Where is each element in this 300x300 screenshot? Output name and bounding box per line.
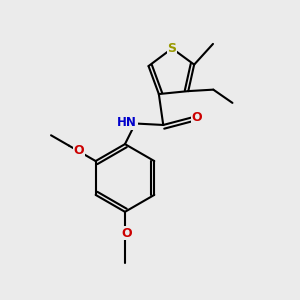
Text: O: O [74, 144, 84, 157]
Text: O: O [121, 226, 132, 239]
Text: O: O [191, 111, 202, 124]
Text: HN: HN [117, 116, 137, 129]
Text: S: S [168, 42, 177, 55]
